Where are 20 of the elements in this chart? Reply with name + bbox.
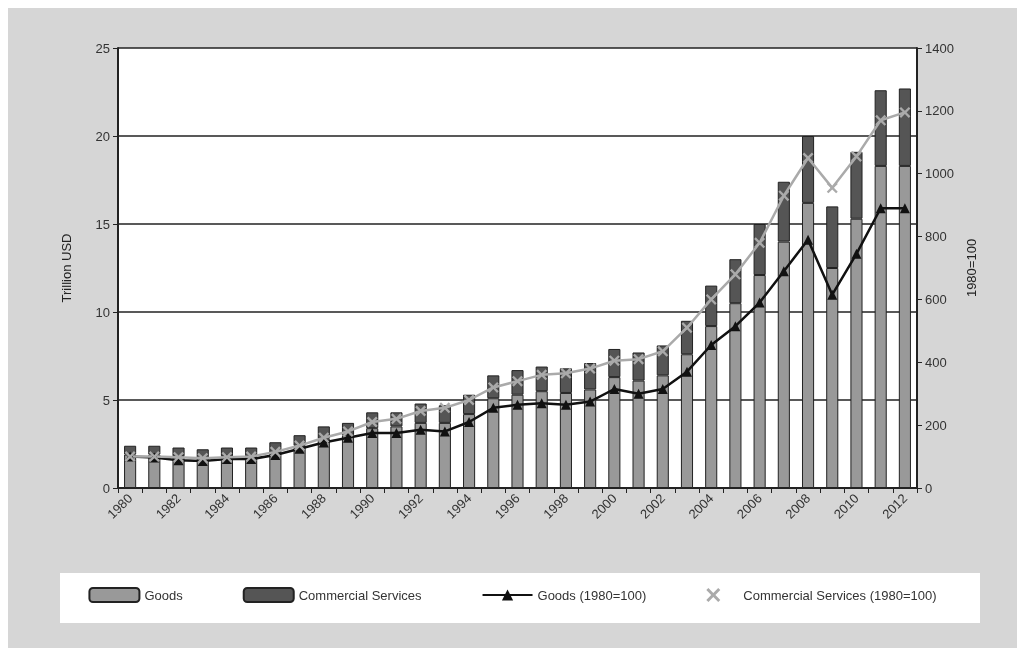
y2-tick-label: 200	[925, 417, 947, 433]
legend-label: Commercial Services (1980=100)	[743, 587, 937, 603]
y-tick-label: 15	[95, 216, 110, 232]
y2-tick-label: 1000	[925, 166, 954, 182]
y2-axis-title: 1980=100	[963, 238, 979, 298]
y-tick-label: 0	[102, 480, 110, 496]
legend-label: Commercial Services	[298, 587, 423, 603]
y-tick-label: 5	[102, 392, 110, 408]
y2-tick-label: 600	[925, 291, 947, 307]
y2-tick-label: 1200	[925, 103, 954, 119]
y-axis-title: Trillion USD	[59, 233, 74, 303]
y2-tick-label: 0	[925, 480, 933, 496]
y2-tick-label: 400	[925, 354, 947, 370]
y-tick-label: 10	[95, 304, 110, 320]
legend-label: Goods	[144, 587, 184, 603]
legend-label: Goods (1980=100)	[537, 587, 647, 603]
y2-tick-label: 1400	[925, 40, 954, 56]
y-tick-label: 20	[95, 128, 110, 144]
y2-tick-label: 800	[925, 229, 947, 245]
y-tick-label: 25	[95, 40, 110, 56]
